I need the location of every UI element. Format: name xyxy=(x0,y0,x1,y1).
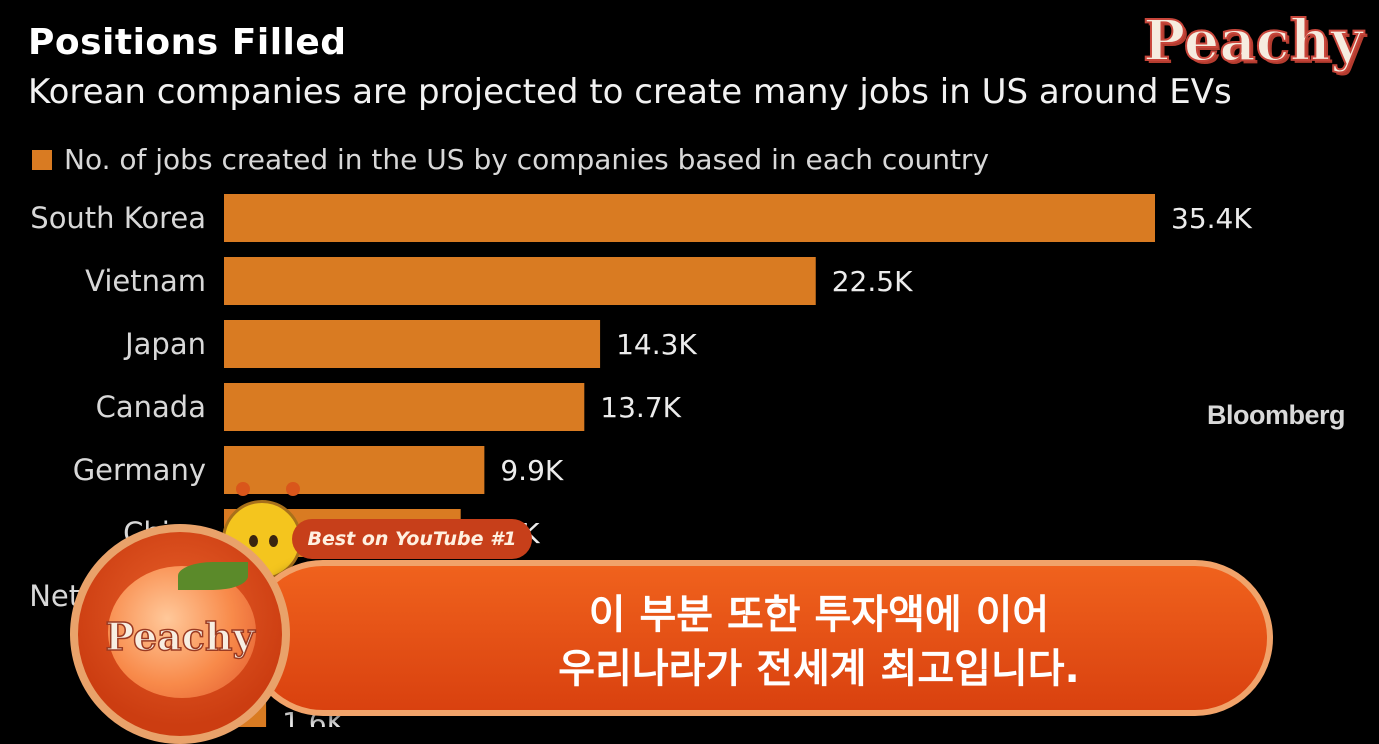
mascot-eye-right xyxy=(269,535,278,547)
category-label-3: Canada xyxy=(96,390,206,424)
category-label-1: Vietnam xyxy=(85,264,206,298)
mascot-antenna-left xyxy=(236,482,250,496)
value-label-1: 22.5K xyxy=(832,265,913,298)
bar-3 xyxy=(224,383,585,431)
bar-0 xyxy=(224,194,1155,242)
value-label-2: 14.3K xyxy=(616,328,697,361)
brand-logo: Peachy xyxy=(1142,7,1364,75)
category-label-4: Germany xyxy=(73,453,206,487)
caption-text: 이 부분 또한 투자액에 이어 우리나라가 전세계 최고입니다. xyxy=(431,588,1207,696)
chart-subtitle: Korean companies are projected to create… xyxy=(28,72,1232,112)
category-label-2: Japan xyxy=(123,327,206,361)
bar-1 xyxy=(224,257,816,305)
source-logo: Bloomberg xyxy=(1206,400,1346,430)
leaf-icon xyxy=(178,562,248,590)
bar-4 xyxy=(224,446,485,494)
legend-label: No. of jobs created in the US by compani… xyxy=(64,143,990,176)
best-on-youtube-badge: Best on YouTube #1 xyxy=(292,519,532,559)
legend-swatch xyxy=(32,149,52,170)
chart-title: Positions Filled xyxy=(28,22,347,63)
legend: No. of jobs created in the US by compani… xyxy=(32,143,989,176)
peach-logo: Peachy xyxy=(70,524,290,744)
mascot-eye-left xyxy=(249,535,258,547)
value-label-0: 35.4K xyxy=(1171,202,1252,235)
bar-2 xyxy=(224,320,601,368)
caption-line-2: 우리나라가 전세계 최고입니다. xyxy=(558,646,1080,692)
peach-logo-label: Peachy xyxy=(105,613,256,660)
category-label-0: South Korea xyxy=(30,201,206,235)
value-label-3: 13.7K xyxy=(600,391,681,424)
value-label-4: 9.9K xyxy=(500,454,564,487)
mascot-antenna-right xyxy=(286,482,300,496)
caption-banner: 이 부분 또한 투자액에 이어 우리나라가 전세계 최고입니다. xyxy=(245,560,1273,716)
caption-line-1: 이 부분 또한 투자액에 이어 xyxy=(588,592,1050,638)
